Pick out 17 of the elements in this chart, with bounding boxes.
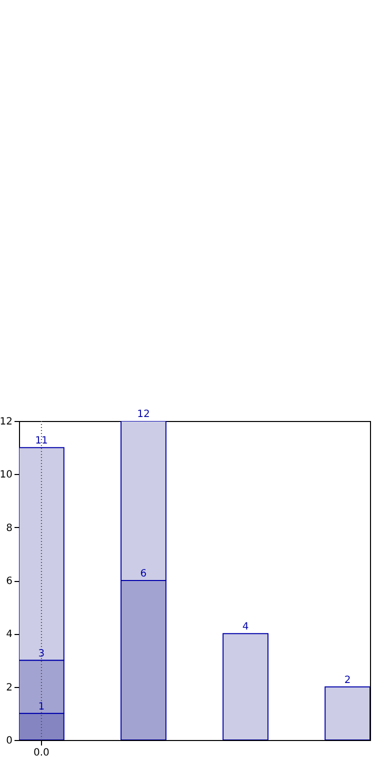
y-tick-label: 10: [0, 470, 12, 481]
y-tick-label: 12: [0, 416, 12, 428]
y-tick-label: 0: [6, 736, 12, 746]
x-tick-label: 0.0: [33, 748, 50, 758]
annotation: 1: [38, 701, 45, 712]
y-tick-label: 4: [6, 629, 12, 640]
total-label: 11: [35, 436, 48, 447]
annotation: 3: [38, 648, 45, 660]
total-label: 4: [242, 622, 249, 633]
bar: [222, 633, 268, 740]
annotation: 6: [140, 568, 147, 580]
total-label: 12: [137, 409, 150, 420]
y-tick-label: 8: [6, 522, 12, 534]
bar: [324, 686, 370, 740]
y-tick-label: 2: [6, 682, 12, 694]
total-label: 2: [344, 674, 351, 686]
y-tick-label: 6: [6, 576, 12, 587]
